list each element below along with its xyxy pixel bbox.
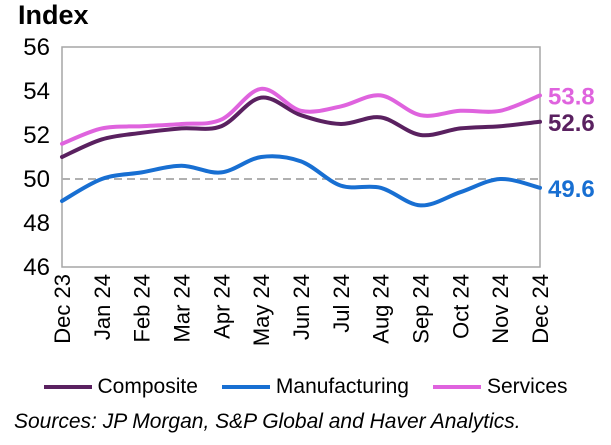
x-axis-tick-label: Jul 24 [329, 274, 354, 333]
legend-label-manufacturing: Manufacturing [275, 375, 409, 398]
x-axis-tick-label: Oct 24 [448, 274, 473, 339]
x-axis-tick-label: Feb 24 [130, 274, 155, 343]
series-line-services [60, 86, 542, 146]
legend-label-composite: Composite [97, 375, 198, 398]
x-axis-tick-label: May 24 [249, 274, 274, 346]
x-axis-tick-label: Dec 24 [528, 274, 553, 344]
end-value-label-composite: 52.6 [548, 110, 595, 137]
x-axis-tick-label: Apr 24 [209, 274, 234, 339]
x-axis-tick-label: Jun 24 [289, 274, 314, 340]
y-axis-tick-label: 52 [23, 122, 50, 149]
legend: Composite Manufacturing Services [0, 371, 611, 403]
y-axis-tick-label: 56 [23, 34, 50, 61]
series-line-composite [60, 95, 542, 159]
end-value-label-manufacturing: 49.6 [548, 176, 595, 203]
legend-item-services: Services [432, 375, 568, 399]
plot-border [61, 46, 541, 268]
x-axis-tick-label: Sep 24 [409, 274, 434, 344]
legend-item-composite: Composite [43, 375, 198, 399]
end-value-label-services: 53.8 [548, 83, 595, 110]
y-axis-tick-label: 50 [23, 166, 50, 193]
x-axis-tick-label: Aug 24 [369, 274, 394, 344]
y-axis-tick-label: 48 [23, 210, 50, 237]
manufacturing-line-swatch [221, 385, 270, 389]
x-axis-tick-label: Nov 24 [488, 274, 513, 344]
y-axis-tick-label: 54 [23, 78, 50, 105]
x-axis-tick-label: Dec 23 [50, 274, 75, 344]
x-axis-tick-label: Mar 24 [170, 274, 195, 342]
chart-title: Index [18, 0, 89, 30]
series-line-manufacturing [60, 154, 542, 208]
services-line-swatch [432, 385, 481, 389]
composite-line-swatch [43, 385, 92, 389]
x-axis-tick-label: Jan 24 [90, 274, 115, 340]
y-axis-tick-label: 46 [23, 254, 50, 281]
source-note: Sources: JP Morgan, S&P Global and Haver… [14, 410, 521, 433]
legend-item-manufacturing: Manufacturing [221, 375, 409, 399]
legend-label-services: Services [486, 375, 568, 398]
